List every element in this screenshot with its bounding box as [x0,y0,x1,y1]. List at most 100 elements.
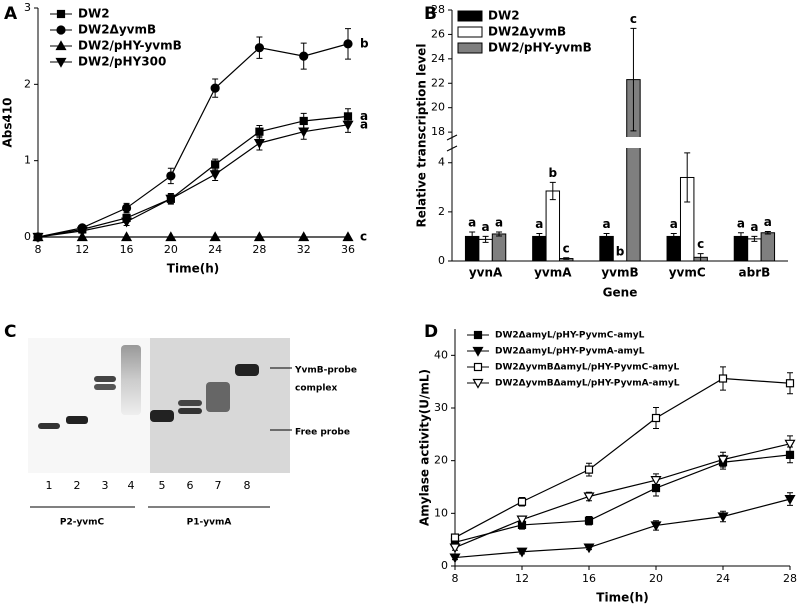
marker [650,521,662,532]
marker [473,362,483,372]
marker [473,330,483,340]
marker [718,374,728,383]
x-tick-label: yvnA [469,266,503,280]
legend-swatch [457,10,483,22]
legend-label: DW2 [78,7,110,21]
band [94,384,116,390]
x-tick-label: abrB [739,266,771,280]
legend-label: DW2 [488,9,520,23]
band [150,410,174,422]
x-tick-label: 8 [452,572,459,585]
bar [599,235,614,262]
legend-label: DW2/pHY300 [78,55,166,69]
legend-swatch [457,26,483,38]
significance-letter: a [482,220,490,234]
y-axis-title: Amylase activity(U/mL) [418,369,432,526]
significance-letter: c [563,241,570,255]
significance-letter: a [603,217,611,231]
marker [651,413,661,423]
significance-letter: a [535,217,543,231]
significance-letter: a [468,216,476,230]
error-bar [536,232,543,240]
bar [491,233,507,262]
y-tick-label: 2 [24,77,31,90]
series-line [454,498,791,559]
panel-label: B [424,4,437,24]
x-tick-label: 28 [783,572,797,585]
marker [583,492,595,503]
marker [717,512,729,523]
bar [666,235,681,262]
marker [209,170,221,181]
y-tick-label: 24 [431,52,445,65]
x-tick-label: 16 [120,243,134,256]
x-tick-label: 16 [582,572,596,585]
y-tick-label: 1 [24,154,31,167]
panel-label: D [424,322,438,342]
bar [760,232,776,262]
significance-letter: a [737,216,745,230]
legend-label: DW2ΔamyL/pHY-PyvmA-amyL [495,347,645,357]
marker [298,231,310,242]
marker [56,25,66,35]
bar [532,235,547,262]
marker [254,43,265,53]
marker [583,543,595,554]
x-axis-title: Time(h) [167,262,219,276]
legend-label: DW2/pHY-yvmB [488,41,592,55]
significance-letter: c [630,12,637,26]
band-smear [121,345,141,415]
annotation: complex [295,384,338,394]
marker [165,231,177,242]
y-tick-label: 28 [431,3,445,16]
lane-label: 4 [128,479,135,492]
x-axis-title: Time(h) [596,591,648,604]
band [178,408,202,414]
marker [121,217,133,228]
series-line [37,43,349,238]
y-tick-label: 10 [434,506,448,519]
error-bar [603,232,610,240]
panel-label: A [4,4,18,24]
legend-label: DW2ΔyvmBΔamyL/pHY-PyvmC-amyL [495,363,680,373]
y-tick-label: 40 [434,348,448,361]
marker [166,171,176,181]
significance-letter: a [764,215,772,229]
significance-letter: a [360,117,368,131]
error-bar [670,232,677,240]
marker [210,83,220,93]
marker [516,547,528,558]
y-tick-label: 18 [431,125,445,138]
series-line [454,443,791,549]
x-tick-label: 12 [515,572,529,585]
y-tick-label: 3 [24,1,31,14]
significance-letter: a [495,216,503,230]
legend-label: DW2/pHY-yvmB [78,39,182,53]
lane-label: 1 [46,479,53,492]
marker [121,203,132,213]
group-label: P1-yvmA [187,518,232,528]
marker [450,533,460,542]
marker [584,465,594,474]
marker [784,439,796,450]
significance-letter: a [360,109,368,123]
lane-label: 7 [215,479,222,492]
marker [650,476,662,486]
series-line [454,377,791,539]
band [66,416,88,424]
x-tick-label: 36 [341,243,355,256]
error-bar [764,231,771,235]
marker [516,515,528,526]
marker [298,127,310,138]
marker [253,231,265,242]
error-bar [496,231,503,237]
marker [299,51,309,61]
series-line [37,124,349,238]
marker [165,194,177,205]
marker [56,9,66,19]
y-tick-label: 0 [438,254,445,267]
significance-letter: b [616,245,625,259]
band [178,400,202,406]
marker [717,455,729,466]
